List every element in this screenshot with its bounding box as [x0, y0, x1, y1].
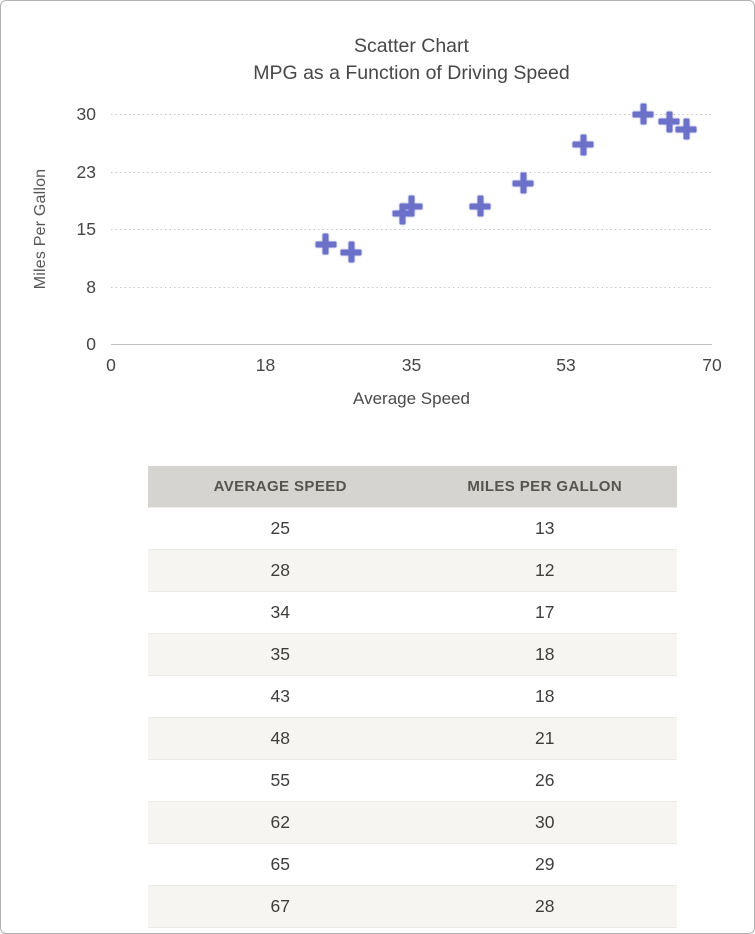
table-cell: 67: [148, 885, 413, 928]
table-cell: 29: [412, 843, 677, 886]
data-point-marker: [392, 203, 414, 225]
data-point-marker: [512, 172, 534, 194]
table-header-row: AVERAGE SPEED MILES PER GALLON: [148, 466, 677, 508]
x-tick-label: 53: [556, 355, 576, 375]
chart-subtitle: MPG as a Function of Driving Speed: [253, 62, 570, 84]
table-cell: 48: [148, 717, 413, 760]
gridline: [111, 114, 712, 115]
chart-title-block: Scatter Chart MPG as a Function of Drivi…: [111, 33, 712, 87]
table-cell: 35: [148, 633, 413, 676]
chart-title: Scatter Chart: [354, 35, 469, 57]
scatter-plot-area: [111, 103, 712, 345]
x-tick-label: 18: [255, 355, 276, 375]
table-cell: 62: [148, 801, 413, 844]
y-tick-label: 0: [86, 334, 96, 354]
y-tick-label: 8: [86, 276, 96, 297]
data-point-marker: [572, 134, 594, 156]
table-cell: 28: [148, 549, 413, 592]
table-cell: 25: [148, 507, 413, 550]
table-row: 28 12: [148, 549, 677, 592]
table-row: 34 17: [148, 591, 677, 634]
data-point-marker: [675, 118, 697, 140]
table-cell: 18: [412, 633, 677, 676]
gridline: [111, 171, 712, 173]
y-tick-label: 15: [76, 219, 96, 239]
table-cell: 43: [148, 675, 413, 718]
gridline: [111, 229, 712, 230]
table-cell: 55: [148, 759, 413, 802]
data-table: AVERAGE SPEED MILES PER GALLON 25 13 28 12 34…: [148, 466, 677, 928]
data-point-marker: [315, 233, 337, 255]
data-point-marker: [469, 195, 491, 217]
y-tick-label: 23: [76, 161, 96, 182]
gridline: [111, 286, 712, 288]
table-header-cell: MILES PER GALLON: [412, 466, 677, 508]
data-point-marker: [658, 111, 680, 133]
x-tick-label: 70: [702, 355, 722, 375]
x-tick-label: 35: [401, 355, 422, 375]
table-row: 25 13: [148, 507, 677, 550]
data-point-marker: [340, 241, 362, 263]
table-cell: 12: [412, 549, 677, 592]
table-row: 62 30: [148, 801, 677, 844]
table-cell: 26: [412, 759, 677, 802]
table-cell: 30: [412, 801, 677, 844]
table-row: 55 26: [148, 759, 677, 802]
data-point-marker: [401, 195, 422, 217]
table-cell: 21: [412, 717, 677, 760]
y-tick-label: 30: [76, 104, 96, 124]
table-row: 35 18: [148, 633, 677, 676]
table-cell: 17: [412, 591, 677, 634]
table-cell: 65: [148, 843, 413, 886]
table-cell: 13: [412, 507, 677, 550]
table-cell: 34: [148, 591, 413, 634]
x-tick-label: 0: [106, 355, 116, 375]
table-cell: 28: [412, 885, 677, 928]
table-row: 43 18: [148, 675, 677, 718]
x-axis-title: Average Speed: [353, 389, 470, 408]
table-header-cell: AVERAGE SPEED: [148, 466, 413, 508]
table-cell: 18: [412, 675, 677, 718]
table-row: 67 28: [148, 885, 677, 928]
table-row: 48 21: [148, 717, 677, 760]
data-point-marker: [632, 103, 654, 125]
table-row: 65 29: [148, 843, 677, 886]
